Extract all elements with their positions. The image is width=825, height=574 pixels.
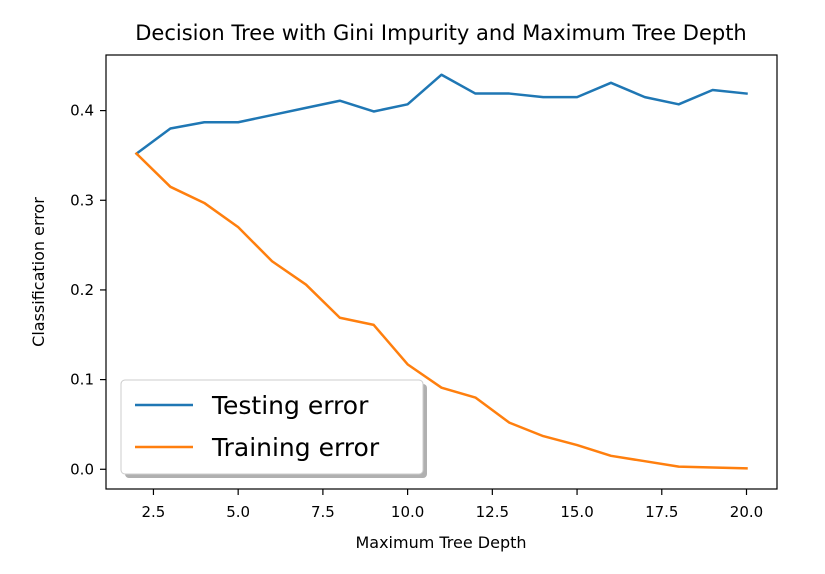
x-tick-label: 12.5 <box>476 503 509 521</box>
series-line-testing-error <box>134 73 748 156</box>
y-tick-label: 0.4 <box>70 102 94 120</box>
x-tick-label: 10.0 <box>391 503 424 521</box>
y-tick-label: 0.2 <box>70 281 94 299</box>
x-tick-label: 17.5 <box>645 503 678 521</box>
legend: Testing error Training error <box>120 379 427 478</box>
x-axis: 2.5 5.0 7.5 10.0 12.5 15.0 17.5 20.0 <box>142 489 763 521</box>
legend-box <box>120 379 424 475</box>
x-tick-label: 15.0 <box>560 503 593 521</box>
y-tick-label: 0.1 <box>70 371 94 389</box>
plot-frame <box>105 54 778 490</box>
x-tick-label: 2.5 <box>142 503 166 521</box>
y-tick-label: 0.0 <box>70 460 94 478</box>
x-tick-label: 5.0 <box>226 503 250 521</box>
y-tick-label: 0.3 <box>70 191 94 209</box>
x-tick-label: 7.5 <box>311 503 335 521</box>
y-axis: 0.0 0.1 0.2 0.3 0.4 <box>70 102 106 478</box>
series-layer <box>134 73 748 470</box>
chart-title: Decision Tree with Gini Impurity and Max… <box>135 21 746 45</box>
y-axis-label: Classification error <box>29 197 48 347</box>
x-tick-label: 20.0 <box>730 503 763 521</box>
legend-label-testing-error: Testing error <box>211 391 369 420</box>
series-line-training-error <box>134 151 748 470</box>
legend-label-training-error: Training error <box>211 433 380 462</box>
x-axis-label: Maximum Tree Depth <box>355 533 526 552</box>
